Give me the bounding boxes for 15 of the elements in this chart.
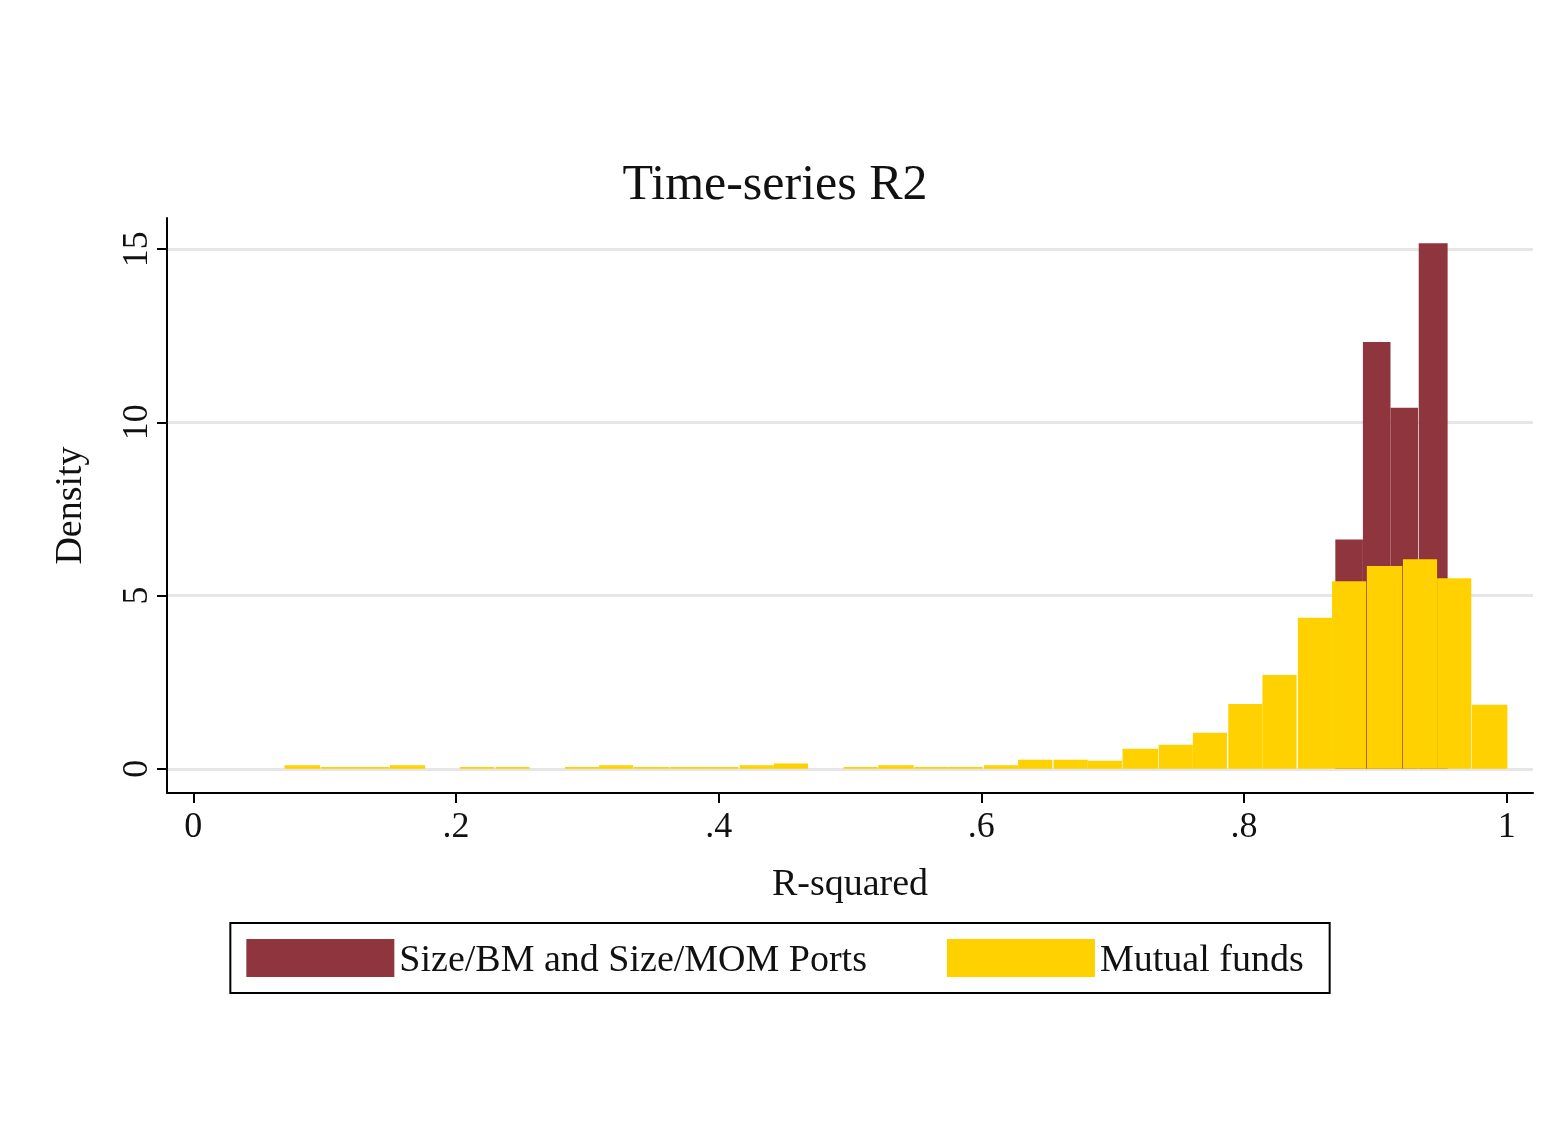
x-tick-label: .2 — [442, 805, 470, 845]
x-tick-label: 0 — [184, 805, 203, 845]
x-axis-title: R-squared — [771, 861, 929, 903]
x-tick-label: .4 — [705, 805, 733, 845]
x-tick-label: .6 — [967, 805, 995, 845]
y-tick-label: 0 — [115, 759, 155, 778]
y-tick-label: 5 — [115, 586, 155, 605]
y-axis-title: Density — [47, 446, 89, 565]
chart-title: Time-series R2 — [622, 154, 928, 210]
x-tick-label: 1 — [1497, 805, 1516, 845]
y-tick-label: 15 — [115, 231, 155, 268]
y-tick-label: 10 — [115, 404, 155, 441]
legend-label: Mutual funds — [1099, 937, 1304, 979]
legend-label: Size/BM and Size/MOM Ports — [399, 937, 867, 979]
x-tick-label: .8 — [1230, 805, 1258, 845]
